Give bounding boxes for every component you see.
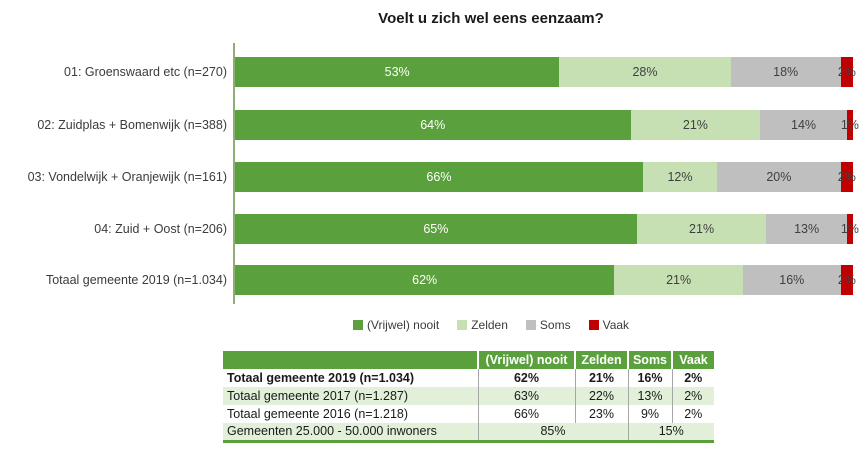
table-row-label: Gemeenten 25.000 - 50.000 inwoners <box>227 424 437 439</box>
table-row: Totaal gemeente 2017 (n=1.287) 63% 22% 13% 2… <box>223 387 714 405</box>
chart-title: Voelt u zich wel eens eenzaam? <box>378 10 604 27</box>
bar-stack: 65% 21% 13% 1% <box>235 214 859 244</box>
table-data-cell: 63% <box>477 387 575 405</box>
bar-row: 01: Groenswaard etc (n=270) 53% 28% 18% 2% <box>0 57 867 87</box>
table-header-cell: Zelden <box>574 351 628 369</box>
table-body: Totaal gemeente 2019 (n=1.034) 62% 21% 16% 2… <box>223 369 714 441</box>
category-label: Totaal gemeente 2019 (n=1.034) <box>45 273 227 287</box>
bar-row: 03: Vondelwijk + Oranjewijk (n=161) 66% 12… <box>0 162 867 192</box>
bar-segment: 62% <box>235 265 615 295</box>
legend-item: Vaak <box>588 318 630 332</box>
table-header-cell <box>223 351 478 369</box>
legend-item: (Vrijwel) nooit <box>352 318 440 332</box>
table-header-cell: Vaak <box>671 351 714 369</box>
legend-label: (Vrijwel) nooit <box>366 318 440 332</box>
bar-row: 04: Zuid + Oost (n=206) 65% 21% 13% 1% <box>0 214 867 244</box>
summary-table: (Vrijwel) nooit Zelden Soms Vaak Totaal gem… <box>223 351 714 443</box>
bar-segment: 2% <box>838 57 856 87</box>
table-data-cell: 2% <box>671 369 714 387</box>
bar-segment: 53% <box>235 57 560 87</box>
bar-segment: 2% <box>838 265 856 295</box>
table-data-cell: 9% <box>627 405 672 423</box>
bar-row: 02: Zuidplas + Bomenwijk (n=388) 64% 21% 14… <box>0 110 867 140</box>
bar-segment: 16% <box>742 265 841 295</box>
table-data-cell: 21% <box>574 369 628 387</box>
table-data-cell: 62% <box>477 369 575 387</box>
table-row-label: Totaal gemeente 2016 (n=1.218) <box>227 407 409 421</box>
bar-segment: 21% <box>630 110 761 140</box>
bar-segment: 1% <box>841 214 859 244</box>
table-header-cell: (Vrijwel) nooit <box>477 351 575 369</box>
bar-segment: 65% <box>235 214 637 244</box>
bar-segment: 28% <box>559 57 731 87</box>
table-data-cell: 66% <box>477 405 575 423</box>
bar-segment: 64% <box>235 110 631 140</box>
table-data-cell: 85% <box>477 423 628 441</box>
bar-segment: 13% <box>766 214 847 244</box>
legend-item: Soms <box>525 318 571 332</box>
bar-segment: 21% <box>636 214 767 244</box>
bar-segment: 14% <box>760 110 847 140</box>
category-label: 04: Zuid + Oost (n=206) <box>94 222 227 236</box>
legend-swatch-icon <box>525 320 536 330</box>
table-data-cell: 15% <box>627 423 714 441</box>
legend-label: Zelden <box>471 318 508 332</box>
table-row: Gemeenten 25.000 - 50.000 inwoners 85% 15% <box>223 423 714 441</box>
table-data-cell: 16% <box>627 369 672 387</box>
bar-row: Totaal gemeente 2019 (n=1.034) 62% 21% 16% 2… <box>0 265 867 295</box>
table-data-cell: 22% <box>574 387 628 405</box>
legend-swatch-icon <box>457 320 468 330</box>
legend-label: Soms <box>539 318 571 332</box>
table-row-label: Totaal gemeente 2019 (n=1.034) <box>227 371 415 385</box>
bar-stack: 62% 21% 16% 2% <box>235 265 856 295</box>
table-row: Totaal gemeente 2016 (n=1.218) 66% 23% 9% 2% <box>223 405 714 423</box>
legend: (Vrijwel) nooit Zelden Soms Vaak <box>115 318 867 332</box>
category-label: 01: Groenswaard etc (n=270) <box>64 65 227 79</box>
bar-segment: 1% <box>841 110 859 140</box>
bar-stack: 64% 21% 14% 1% <box>235 110 859 140</box>
table-data-cell: 2% <box>671 387 714 405</box>
category-label: 03: Vondelwijk + Oranjewijk (n=161) <box>27 170 227 184</box>
table-data-cell: 13% <box>627 387 672 405</box>
bar-segment: 18% <box>730 57 841 87</box>
table-header-row: (Vrijwel) nooit Zelden Soms Vaak <box>223 351 714 369</box>
legend-swatch-icon <box>352 320 363 330</box>
legend-swatch-icon <box>588 320 599 330</box>
bar-stack: 66% 12% 20% 2% <box>235 162 856 192</box>
y-axis-line <box>233 43 235 304</box>
bar-segment: 21% <box>614 265 743 295</box>
table-data-cell: 2% <box>671 405 714 423</box>
table-row: Totaal gemeente 2019 (n=1.034) 62% 21% 16% 2… <box>223 369 714 387</box>
legend-label: Vaak <box>602 318 630 332</box>
legend-item: Zelden <box>457 318 508 332</box>
bar-segment: 66% <box>235 162 643 192</box>
category-label: 02: Zuidplas + Bomenwijk (n=388) <box>37 118 227 132</box>
table-header-cell: Soms <box>627 351 672 369</box>
bar-segment: 2% <box>838 162 856 192</box>
table-row-label: Totaal gemeente 2017 (n=1.287) <box>227 389 409 403</box>
table-data-cell: 23% <box>574 405 628 423</box>
bar-segment: 20% <box>717 162 841 192</box>
plot-area: 01: Groenswaard etc (n=270) 53% 28% 18% 2% 02… <box>0 43 867 304</box>
bar-stack: 53% 28% 18% 2% <box>235 57 856 87</box>
bar-segment: 12% <box>642 162 718 192</box>
